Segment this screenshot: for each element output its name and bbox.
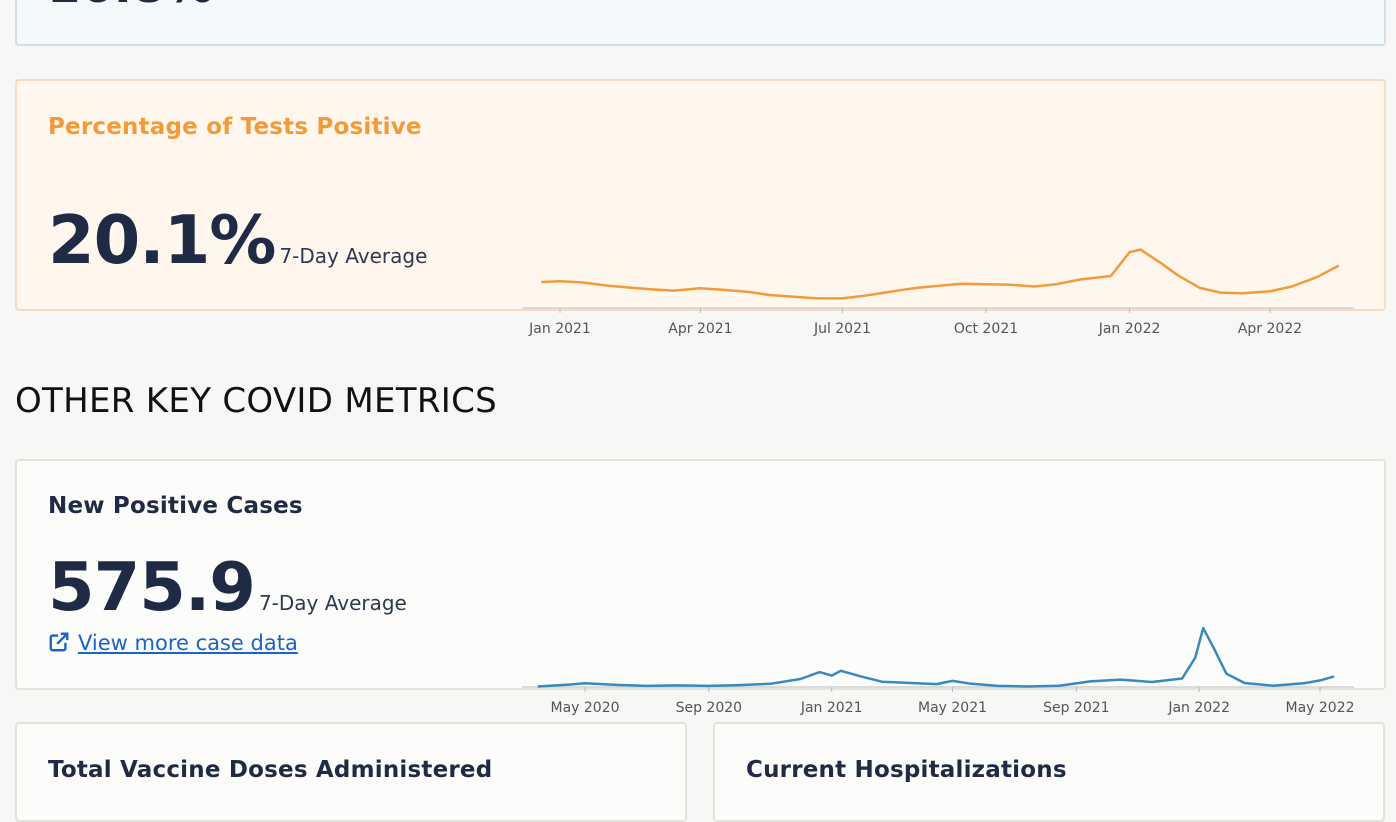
cases-unit: 7-Day Average: [258, 591, 407, 615]
x-tick-label: Oct 2021: [954, 321, 1018, 337]
cases-card: New Positive Cases 575.9 7-Day Average Vi…: [15, 459, 1386, 716]
positivity-title: Percentage of Tests Positive: [48, 114, 422, 140]
x-tick-label: Jan 2022: [1098, 321, 1161, 337]
x-tick-label: May 2022: [1285, 700, 1354, 716]
positivity-sparkline-chart: Jan 2021 Apr 2021 Jul 2021 Oct 2021 Jan 2022…: [522, 248, 1354, 337]
x-tick-label: Sep 2021: [1043, 700, 1109, 716]
series-line: [537, 626, 1335, 688]
hospitalizations-title: Current Hospitalizations: [746, 757, 1067, 783]
vaccine-title: Total Vaccine Doses Administered: [48, 757, 493, 783]
positivity-metric: 20.1% 7-Day Average: [48, 201, 427, 279]
x-tick-label: Jan 2021: [800, 700, 863, 716]
external-link-icon: [49, 632, 69, 652]
cases-value: 575.9: [48, 548, 256, 626]
cases-metric: 575.9 7-Day Average: [48, 548, 407, 626]
x-tick-label: Sep 2020: [676, 700, 742, 716]
positivity-card: Percentage of Tests Positive 20.1% 7-Day …: [15, 79, 1386, 337]
cases-sparkline-chart: May 2020 Sep 2020 Jan 2021 May 2021 Sep 2021…: [522, 626, 1355, 716]
x-tick-label: May 2021: [918, 700, 987, 716]
x-tick-label: Jul 2021: [813, 321, 871, 337]
x-tick-label: May 2020: [550, 700, 619, 716]
series-line: [541, 248, 1340, 300]
positivity-value: 20.1%: [48, 201, 276, 279]
vaccine-card: Total Vaccine Doses Administered: [15, 722, 687, 822]
x-tick-label: Jan 2021: [528, 321, 591, 337]
x-tick-label: Apr 2021: [668, 321, 732, 337]
cases-title: New Positive Cases: [48, 493, 303, 519]
x-tick-label: Jan 2022: [1167, 700, 1230, 716]
view-case-data-link[interactable]: View more case data: [48, 631, 298, 655]
top-metric-value: 16.8%: [47, 0, 214, 14]
view-case-data-label: View more case data: [78, 631, 298, 655]
top-metric-card: 16.8%: [15, 0, 1386, 46]
x-tick-label: Apr 2022: [1238, 321, 1302, 337]
hospitalizations-card: Current Hospitalizations: [713, 722, 1385, 822]
positivity-unit: 7-Day Average: [279, 244, 428, 268]
section-heading: OTHER KEY COVID METRICS: [15, 381, 498, 421]
